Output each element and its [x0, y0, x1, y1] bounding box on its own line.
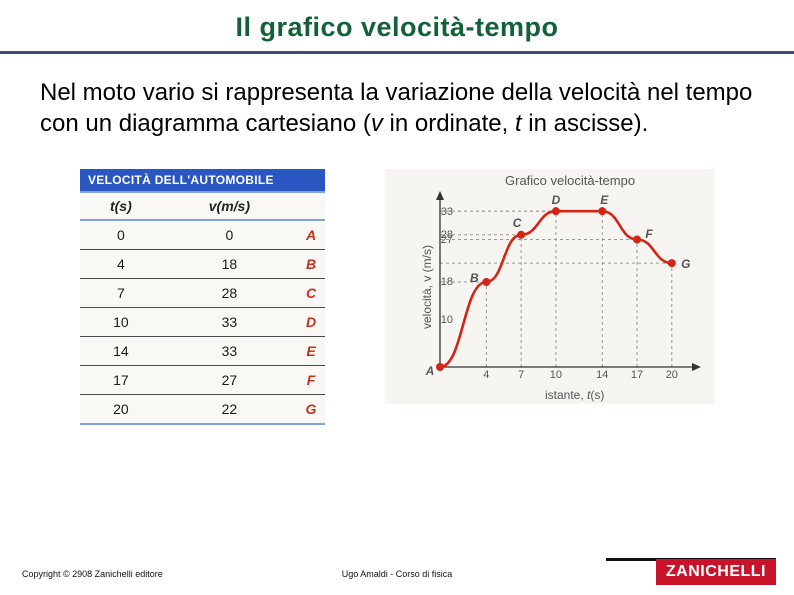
point-label: A [426, 364, 435, 378]
col-v: v(m/s) [162, 192, 297, 220]
point-label: C [513, 216, 522, 230]
cell-label: A [297, 220, 325, 250]
cell-v: 28 [162, 279, 297, 308]
cell-label: D [297, 308, 325, 337]
point-label: D [552, 193, 561, 207]
footer-copyright: Copyright © 2908 Zanichelli editore [22, 569, 163, 579]
velocity-table: VELOCITÀ DELL'AUTOMOBILE t(s) v(m/s) 00A… [80, 169, 325, 425]
table-row: 1433E [80, 337, 325, 366]
y-axis-label: velocità, v (m/s) [420, 245, 434, 329]
cell-label: G [297, 395, 325, 425]
point-label: B [470, 271, 479, 285]
y-tick: 10 [441, 314, 453, 326]
table-row: 2022G [80, 395, 325, 425]
cell-t: 20 [80, 395, 162, 425]
cell-t: 4 [80, 250, 162, 279]
col-t: t(s) [80, 192, 162, 220]
cell-t: 14 [80, 337, 162, 366]
table-row: 00A [80, 220, 325, 250]
cell-t: 17 [80, 366, 162, 395]
point-label: E [600, 193, 608, 207]
x-tick: 14 [596, 369, 608, 381]
page-title: Il grafico velocità-tempo [0, 12, 794, 43]
cell-v: 18 [162, 250, 297, 279]
point-label: F [645, 227, 652, 241]
footer-attribution: Ugo Amaldi - Corso di fisica [342, 569, 453, 579]
table-header: VELOCITÀ DELL'AUTOMOBILE [80, 169, 325, 192]
x-tick: 7 [518, 369, 524, 381]
cell-v: 27 [162, 366, 297, 395]
chart-title: Grafico velocità-tempo [505, 173, 635, 188]
body-paragraph: Nel moto vario si rappresenta la variazi… [0, 54, 794, 139]
table-row: 418B [80, 250, 325, 279]
table-row: 1727F [80, 366, 325, 395]
publisher-logo: ZANICHELLI [656, 559, 776, 585]
cell-v: 22 [162, 395, 297, 425]
x-tick: 4 [483, 369, 489, 381]
y-tick: 18 [441, 276, 453, 288]
x-tick: 20 [666, 369, 678, 381]
table-row: 728C [80, 279, 325, 308]
velocity-chart: Grafico velocità-tempo velocità, v (m/s)… [385, 169, 715, 404]
cell-label: F [297, 366, 325, 395]
cell-v: 33 [162, 308, 297, 337]
cell-label: B [297, 250, 325, 279]
cell-t: 0 [80, 220, 162, 250]
var-v: v [371, 110, 383, 137]
y-tick: 33 [441, 206, 453, 218]
var-t: t [515, 110, 522, 137]
x-tick: 10 [550, 369, 562, 381]
text: in ordinate, [383, 110, 515, 137]
cell-label: C [297, 279, 325, 308]
cell-t: 10 [80, 308, 162, 337]
y-tick: 28 [441, 229, 453, 241]
cell-v: 33 [162, 337, 297, 366]
x-tick: 17 [631, 369, 643, 381]
table-row: 1033D [80, 308, 325, 337]
cell-label: E [297, 337, 325, 366]
col-label [297, 192, 325, 220]
x-axis-label: istante, t(s) [545, 388, 604, 402]
text: in ascisse). [522, 110, 649, 137]
point-label: G [681, 257, 690, 271]
cell-v: 0 [162, 220, 297, 250]
cell-t: 7 [80, 279, 162, 308]
